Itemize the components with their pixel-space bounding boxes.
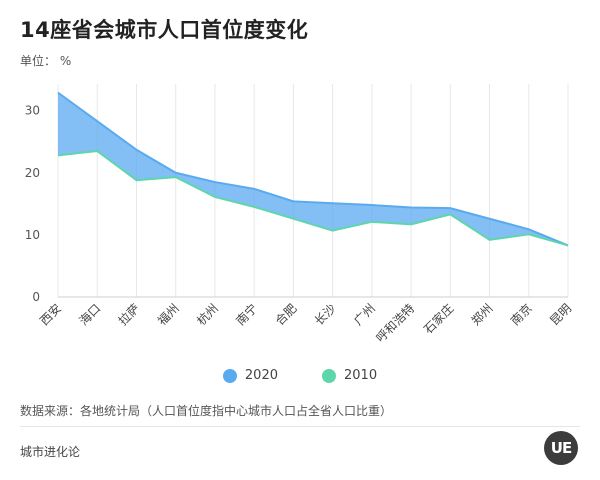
chart-title: 14座省会城市人口首位度变化 (20, 18, 309, 42)
unit-label: 单位： % (20, 54, 72, 68)
x-tick-label: 西安 (37, 301, 65, 329)
divider (20, 426, 580, 427)
x-tick-label: 呼和浩特 (373, 301, 418, 346)
x-tick-label: 海口 (76, 301, 104, 329)
y-tick-label: 0 (32, 290, 40, 304)
x-tick-label: 长沙 (312, 301, 339, 328)
x-tick-label: 拉萨 (115, 301, 143, 329)
legend: 2020 2010 (0, 368, 600, 383)
y-tick-label: 20 (25, 166, 40, 180)
y-tick-label: 30 (25, 104, 40, 118)
x-tick-label: 郑州 (468, 301, 496, 329)
x-tick-label: 福州 (154, 301, 182, 329)
legend-label-2010: 2010 (344, 368, 378, 383)
x-tick-label: 广州 (351, 301, 378, 328)
band-area-2020-vs-2010 (58, 92, 568, 246)
y-tick-label: 10 (25, 228, 40, 242)
brand-logo: UE (544, 431, 578, 465)
brand-name: 城市进化论 (20, 445, 81, 459)
legend-item-2010[interactable]: 2010 (322, 368, 377, 383)
legend-swatch-2020 (222, 368, 237, 383)
legend-label-2020: 2020 (244, 368, 278, 383)
series-line-2010 (57, 149, 569, 247)
source-note: 数据来源：各地统计局（人口首位度指中心城市人口占全省人口比重） (20, 404, 393, 418)
x-tick-label: 石家庄 (420, 301, 456, 337)
x-tick-label: 杭州 (193, 301, 221, 329)
series-line-2020 (57, 91, 569, 247)
x-tick-label: 合肥 (272, 301, 300, 329)
legend-item-2020[interactable]: 2020 (222, 368, 278, 383)
x-tick-label: 南京 (507, 301, 535, 329)
legend-swatch-2010 (322, 368, 336, 383)
x-tick-label: 南宁 (233, 301, 261, 329)
x-tick-label: 昆明 (547, 301, 574, 328)
